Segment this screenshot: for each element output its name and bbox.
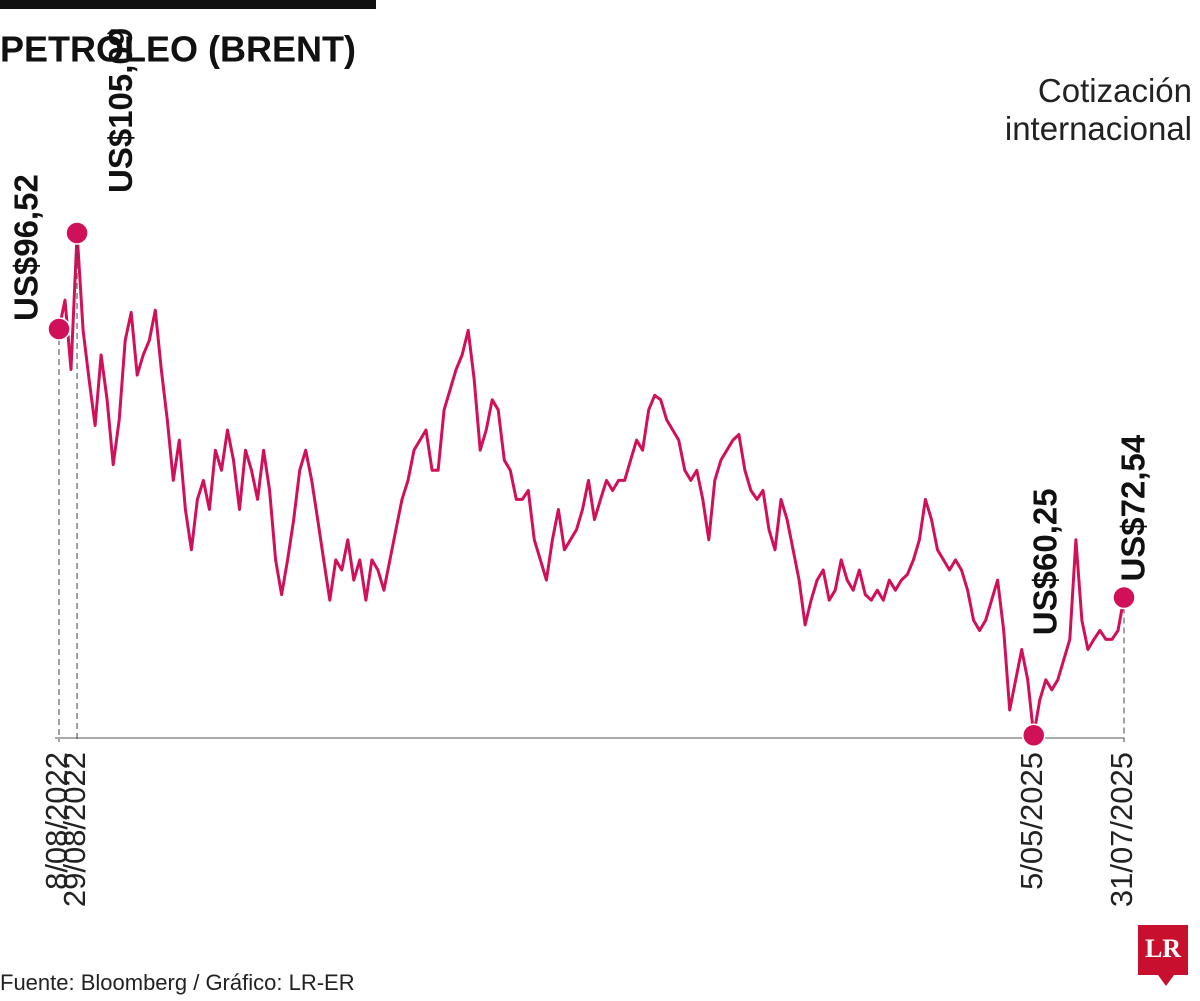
- value-label: US$105,09: [102, 28, 139, 193]
- x-tick-label: 5/05/2025: [1014, 752, 1049, 890]
- title-bar: [0, 0, 376, 9]
- logo: LR: [1138, 925, 1188, 986]
- subtitle: Cotización internacional: [1004, 72, 1192, 147]
- logo-text: LR: [1145, 934, 1181, 963]
- value-label: US$96,52: [8, 174, 45, 321]
- price-line: [57, 231, 1126, 737]
- chart-title: PETRÓLEO (BRENT): [0, 28, 356, 70]
- source: Fuente: Bloomberg / Gráfico: LR-ER: [0, 970, 355, 995]
- x-tick-label: 31/07/2025: [1104, 752, 1139, 907]
- point-marker: [1112, 585, 1136, 610]
- x-tick-label: 29/08/2022: [57, 752, 92, 907]
- x-tick-label: 8/08/2022: [39, 752, 74, 890]
- value-label: US$72,54: [1115, 434, 1152, 581]
- point-marker: [1021, 723, 1046, 747]
- logo-tip: [1158, 975, 1174, 986]
- point-marker: [65, 221, 89, 245]
- point-marker: [47, 317, 71, 341]
- value-label: US$60,25: [1026, 488, 1063, 635]
- logo-box: [1138, 925, 1188, 975]
